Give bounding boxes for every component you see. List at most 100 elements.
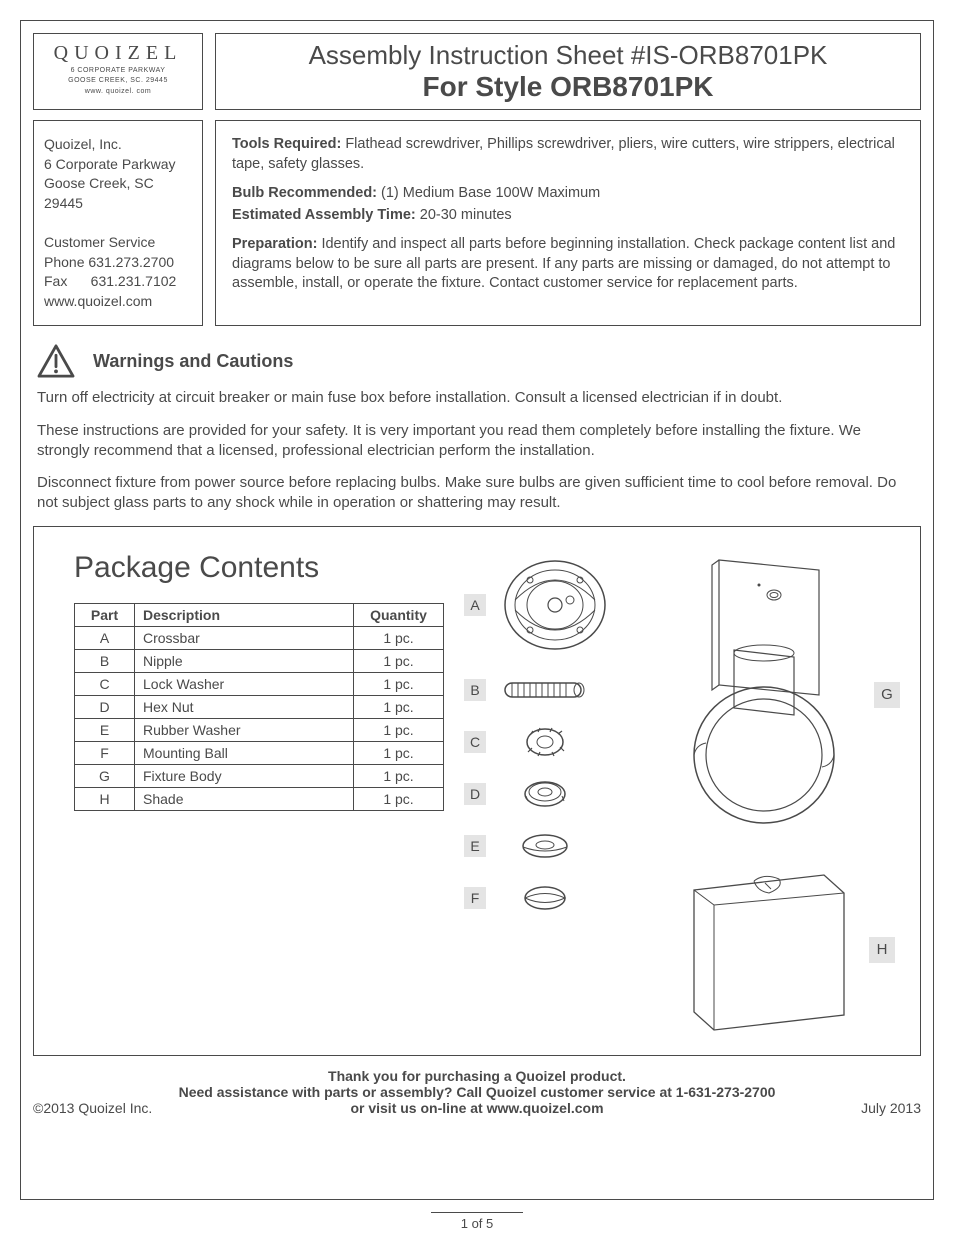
warnings-title: Warnings and Cautions bbox=[93, 349, 293, 373]
table-cell: 1 pc. bbox=[354, 787, 444, 810]
warning-p3: Disconnect fixture from power source bef… bbox=[37, 473, 917, 514]
company-name: Quoizel, Inc. bbox=[44, 135, 192, 155]
table-cell: Nipple bbox=[135, 649, 354, 672]
part-b-label: B bbox=[464, 679, 486, 701]
brand-logo: QUOIZEL bbox=[40, 42, 196, 65]
table-row: FMounting Ball1 pc. bbox=[75, 741, 444, 764]
footer: Thank you for purchasing a Quoizel produ… bbox=[33, 1068, 921, 1116]
page-frame: QUOIZEL 6 CORPORATE PARKWAY GOOSE CREEK,… bbox=[20, 20, 934, 1200]
table-cell: H bbox=[75, 787, 135, 810]
footer-line2: Need assistance with parts or assembly? … bbox=[33, 1084, 921, 1100]
bulb-line: Bulb Recommended: (1) Medium Base 100W M… bbox=[232, 184, 904, 204]
table-row: ERubber Washer1 pc. bbox=[75, 718, 444, 741]
large-parts-column: G H bbox=[664, 545, 900, 1035]
address-box: Quoizel, Inc. 6 Corporate Parkway Goose … bbox=[33, 120, 203, 326]
footer-copyright: ©2013 Quoizel Inc. bbox=[33, 1100, 152, 1116]
company-city: Goose Creek, SC bbox=[44, 174, 192, 194]
logo-address-2: GOOSE CREEK, SC. 29445 bbox=[40, 77, 196, 85]
table-cell: 1 pc. bbox=[354, 764, 444, 787]
table-cell: 1 pc. bbox=[354, 741, 444, 764]
warning-triangle-icon bbox=[37, 344, 75, 378]
table-cell: 1 pc. bbox=[354, 649, 444, 672]
requirements-box: Tools Required: Flathead screwdriver, Ph… bbox=[215, 120, 921, 326]
part-f-row: F bbox=[464, 881, 644, 915]
tools-line: Tools Required: Flathead screwdriver, Ph… bbox=[232, 135, 904, 174]
table-row: DHex Nut1 pc. bbox=[75, 695, 444, 718]
page-number: 1 of 5 bbox=[431, 1212, 524, 1231]
title-box: Assembly Instruction Sheet #IS-ORB8701PK… bbox=[215, 33, 921, 110]
copyright-text: 2013 Quoizel Inc. bbox=[43, 1100, 152, 1116]
table-cell: 1 pc. bbox=[354, 718, 444, 741]
header-row: QUOIZEL 6 CORPORATE PARKWAY GOOSE CREEK,… bbox=[33, 33, 921, 110]
company-street: 6 Corporate Parkway bbox=[44, 155, 192, 175]
table-cell: Fixture Body bbox=[135, 764, 354, 787]
part-a-label: A bbox=[464, 594, 486, 616]
warning-p1: Turn off electricity at circuit breaker … bbox=[37, 388, 917, 408]
table-cell: Hex Nut bbox=[135, 695, 354, 718]
parts-table: Part Description Quantity ACrossbar1 pc.… bbox=[74, 603, 444, 811]
cs-fax: Fax 631.231.7102 bbox=[44, 272, 192, 292]
cs-label: Customer Service bbox=[44, 233, 192, 253]
logo-box: QUOIZEL 6 CORPORATE PARKWAY GOOSE CREEK,… bbox=[33, 33, 203, 110]
table-row: CLock Washer1 pc. bbox=[75, 672, 444, 695]
table-cell: 1 pc. bbox=[354, 626, 444, 649]
part-c-label: C bbox=[464, 731, 486, 753]
time-line: Estimated Assembly Time: 20-30 minutes bbox=[232, 206, 904, 226]
table-cell: A bbox=[75, 626, 135, 649]
part-e-row: E bbox=[464, 829, 644, 863]
part-b-row: B bbox=[464, 673, 644, 707]
prep-text: Identify and inspect all parts before be… bbox=[232, 236, 895, 291]
table-cell: D bbox=[75, 695, 135, 718]
part-d-label: D bbox=[464, 783, 486, 805]
table-cell: Crossbar bbox=[135, 626, 354, 649]
logo-address-1: 6 CORPORATE PARKWAY bbox=[40, 67, 196, 75]
table-cell: 1 pc. bbox=[354, 695, 444, 718]
footer-line1: Thank you for purchasing a Quoizel produ… bbox=[33, 1068, 921, 1084]
parts-diagram-column: A B bbox=[464, 545, 644, 1035]
rubber-washer-icon bbox=[500, 829, 590, 863]
fixture-body-icon bbox=[664, 555, 864, 835]
title-line2: For Style ORB8701PK bbox=[226, 71, 910, 103]
table-cell: B bbox=[75, 649, 135, 672]
bulb-text: (1) Medium Base 100W Maximum bbox=[377, 185, 600, 201]
col-desc: Description bbox=[135, 603, 354, 626]
prep-line: Preparation: Identify and inspect all pa… bbox=[232, 235, 904, 294]
warning-p2: These instructions are provided for your… bbox=[37, 421, 917, 462]
part-f-label: F bbox=[464, 887, 486, 909]
title-line1: Assembly Instruction Sheet #IS-ORB8701PK bbox=[226, 40, 910, 71]
package-title: Package Contents bbox=[74, 551, 444, 585]
part-a-row: A bbox=[464, 555, 644, 655]
time-text: 20-30 minutes bbox=[416, 207, 512, 223]
package-left: Package Contents Part Description Quanti… bbox=[74, 545, 444, 1035]
crossbar-icon bbox=[500, 555, 610, 655]
table-cell: Lock Washer bbox=[135, 672, 354, 695]
footer-date: July 2013 bbox=[861, 1100, 921, 1116]
table-row: BNipple1 pc. bbox=[75, 649, 444, 672]
col-part: Part bbox=[75, 603, 135, 626]
page-number-wrap: 1 of 5 bbox=[20, 1208, 934, 1233]
mounting-ball-icon bbox=[500, 881, 590, 915]
company-zip: 29445 bbox=[44, 194, 192, 214]
lock-washer-icon bbox=[500, 725, 590, 759]
shade-icon bbox=[669, 865, 859, 1035]
tools-label: Tools Required: bbox=[232, 136, 341, 152]
fixture-group: G bbox=[664, 555, 900, 835]
part-e-label: E bbox=[464, 835, 486, 857]
logo-web: www. quoizel. com bbox=[40, 88, 196, 96]
bulb-label: Bulb Recommended: bbox=[232, 185, 377, 201]
time-label: Estimated Assembly Time: bbox=[232, 207, 416, 223]
table-cell: E bbox=[75, 718, 135, 741]
table-cell: Shade bbox=[135, 787, 354, 810]
nipple-icon bbox=[500, 673, 590, 707]
col-qty: Quantity bbox=[354, 603, 444, 626]
shade-group: H bbox=[669, 865, 895, 1035]
info-row: Quoizel, Inc. 6 Corporate Parkway Goose … bbox=[33, 120, 921, 326]
table-cell: C bbox=[75, 672, 135, 695]
warnings-header: Warnings and Cautions bbox=[37, 344, 917, 378]
part-g-label: G bbox=[874, 682, 900, 708]
table-cell: F bbox=[75, 741, 135, 764]
part-c-row: C bbox=[464, 725, 644, 759]
footer-line3: or visit us on-line at www.quoizel.com bbox=[33, 1100, 921, 1116]
warnings-section: Warnings and Cautions Turn off electrici… bbox=[33, 344, 921, 513]
part-h-label: H bbox=[869, 937, 895, 963]
